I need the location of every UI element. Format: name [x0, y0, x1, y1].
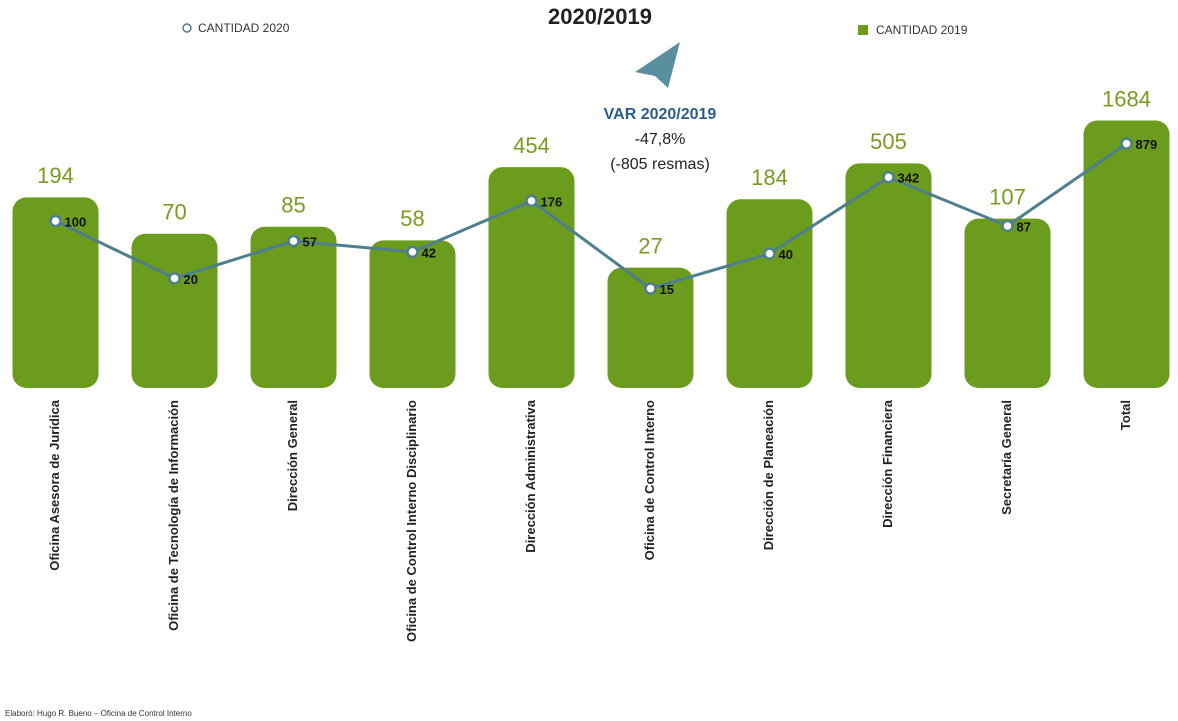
line-point: [406, 245, 419, 259]
x-tick-label: Oficina Asesora de Jurídica: [47, 399, 62, 571]
x-tick-label: Dirección General: [285, 400, 300, 511]
source: Elaboró: Hugo R. Bueno – Oficina de Cont…: [5, 709, 192, 718]
line-point: [882, 170, 895, 184]
line-point: [49, 214, 62, 228]
bar: [845, 163, 932, 388]
bar: [250, 226, 337, 388]
x-tick-label: Oficina de Control Interno: [642, 400, 657, 560]
point-value-label: 57: [303, 234, 317, 249]
x-tick-label: Dirección de Planeación: [761, 400, 776, 550]
x-tick-label: Total: [1118, 400, 1133, 430]
bar-value-label: 184: [751, 165, 788, 190]
plane-icon: [635, 42, 680, 88]
annotation: (-805 resmas): [610, 156, 710, 173]
x-tick-label: Secretaría General: [999, 400, 1014, 515]
bar-value-label: 27: [638, 233, 662, 258]
bar-value-label: 85: [281, 193, 305, 218]
annotation: VAR 2020/2019: [604, 106, 717, 123]
line-point: [287, 234, 300, 248]
bar: [488, 167, 575, 388]
point-value-label: 20: [184, 272, 198, 287]
bar-value-label: 70: [162, 200, 186, 225]
bar-value-label: 1684: [1102, 86, 1151, 111]
bar-value-label: 58: [400, 206, 424, 231]
line-point: [1001, 219, 1014, 233]
point-value-label: 40: [779, 247, 793, 262]
bar: [369, 240, 456, 388]
legend-label: CANTIDAD 2020: [198, 21, 290, 35]
point-value-label: 100: [65, 214, 87, 229]
bar-value-label: 505: [870, 129, 907, 154]
point-value-label: 87: [1017, 219, 1031, 234]
line-point: [763, 247, 776, 260]
bar: [964, 218, 1051, 388]
bar-value-label: 454: [513, 133, 550, 158]
line-point: [1120, 137, 1133, 150]
point-value-label: 879: [1136, 137, 1158, 152]
bar-value-label: 107: [989, 184, 1026, 209]
chart-title: 2020/2019: [548, 4, 652, 29]
line: [54, 142, 1128, 291]
point-value-label: 15: [660, 282, 674, 297]
x-tick-label: Dirección Administrativa: [523, 399, 538, 552]
point-value-label: 342: [898, 171, 920, 186]
legend-label: CANTIDAD 2019: [876, 23, 968, 37]
line-point: [644, 282, 657, 295]
bar: [1083, 120, 1170, 389]
x-tick-label: Oficina de Tecnología de Información: [166, 400, 181, 631]
bar: [607, 267, 694, 388]
bar: [131, 233, 218, 388]
point-value-label: 176: [541, 194, 563, 209]
legend-marker: [858, 25, 868, 35]
bar: [12, 197, 99, 388]
x-tick-label: Dirección Financiera: [880, 399, 895, 528]
bar-value-label: 194: [37, 163, 74, 188]
annotation: -47,8%: [635, 131, 686, 148]
x-tick-label: Oficina de Control Interno Disciplinario: [404, 400, 419, 642]
legend-marker: [182, 23, 192, 33]
line-point: [525, 194, 538, 208]
line-point: [168, 272, 181, 285]
point-value-label: 42: [422, 245, 436, 260]
bar: [726, 199, 813, 388]
